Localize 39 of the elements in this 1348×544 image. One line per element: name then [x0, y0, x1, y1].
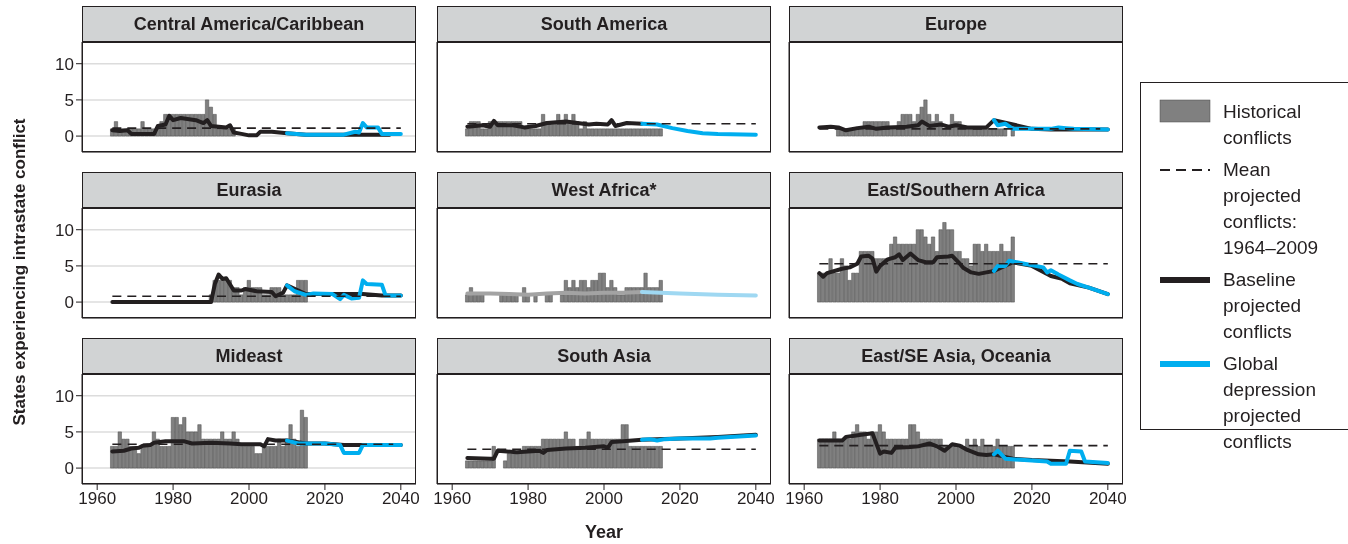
x-tick-label: 2040 [736, 489, 775, 509]
x-tick-label: 1960 [433, 489, 472, 509]
x-tick-label: 2020 [660, 489, 699, 509]
y-axis-title: States experiencing intrastate conflict [10, 118, 30, 426]
legend-label: Historical conflicts [1223, 100, 1303, 150]
y-tick-label: 5 [64, 422, 74, 442]
y-tick-label: 5 [64, 256, 74, 276]
x-tick-label: 2040 [1088, 489, 1127, 509]
chart-title: East/Southern Africa [867, 179, 1045, 201]
x-tick-label: 1960 [78, 489, 117, 509]
y-tick-label: 10 [55, 386, 74, 406]
x-tick-label: 1980 [154, 489, 192, 509]
chart-title: Central America/Caribbean [133, 13, 365, 35]
x-tick-label: 1980 [861, 489, 900, 509]
legend-label: Global depression projected conflicts [1223, 352, 1317, 454]
x-tick-label: 1960 [785, 489, 824, 509]
x-tick-label: 2040 [381, 489, 420, 509]
x-tick-label: 2000 [937, 489, 975, 509]
y-tick-label: 10 [55, 54, 74, 74]
x-tick-label: 1980 [509, 489, 548, 509]
chart-title: Eurasia [216, 179, 282, 201]
y-tick-label: 0 [64, 459, 74, 479]
x-axis-title: Year [584, 522, 624, 543]
y-tick-label: 10 [55, 220, 74, 240]
x-tick-label: 2020 [306, 489, 344, 509]
y-tick-label: 0 [64, 127, 74, 147]
legend-label: Mean projected conflicts: 1964–2009 [1223, 158, 1320, 260]
chart-title: South Asia [557, 345, 651, 367]
x-tick-label: 2020 [1012, 489, 1051, 509]
chart-title: East/SE Asia, Oceania [861, 345, 1051, 367]
chart-title: West Africa* [551, 179, 657, 201]
y-tick-label: 0 [64, 293, 74, 313]
legend-label: Baseline projected conflicts [1223, 268, 1303, 344]
chart-title: Europe [924, 13, 987, 35]
chart-title: Mideast [215, 345, 283, 367]
y-tick-label: 5 [64, 90, 74, 110]
chart-title: South America [540, 13, 668, 35]
x-tick-label: 2000 [230, 489, 268, 509]
x-tick-label: 2000 [585, 489, 623, 509]
